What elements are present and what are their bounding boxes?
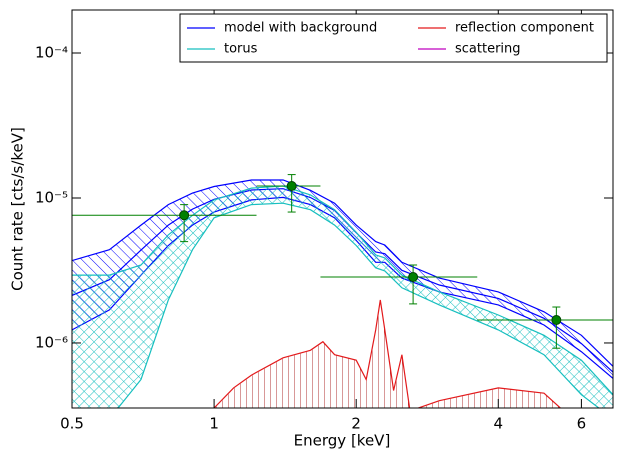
legend-label: reflection component (455, 21, 594, 36)
x-tick-label: 1 (209, 415, 219, 433)
area-fill (214, 300, 564, 408)
data-point (179, 210, 190, 221)
x-tick-label: 6 (577, 415, 587, 433)
band-fill (72, 186, 613, 408)
x-axis-title: Energy [keV] (294, 432, 391, 450)
legend-box (179, 13, 608, 63)
x-tick-label: 4 (494, 415, 504, 433)
y-tick-label: 10⁻⁵ (35, 188, 68, 206)
line (213, 299, 562, 408)
band-edge (72, 179, 613, 367)
y-tick-label: 10⁻⁴ (35, 44, 68, 62)
data-point (286, 180, 297, 191)
data-point (408, 272, 419, 283)
legend: model with background torus reflection com… (179, 13, 608, 63)
legend-label: torus (224, 42, 258, 57)
band-edge (72, 185, 613, 396)
plot-area (72, 174, 613, 408)
axes: 0.5 1 2 4 6 10⁻⁶ 10⁻⁵ 10⁻⁴ (35, 10, 613, 433)
data-point (551, 315, 562, 326)
legend-label: model with background (224, 21, 377, 36)
legend-label: scattering (455, 42, 521, 57)
x-tick-label: 2 (351, 415, 361, 433)
y-tick-label: 10⁻⁶ (35, 333, 68, 351)
y-axis-title: Count rate [cts/s/keV] (9, 127, 27, 291)
x-tick-label: 0.5 (60, 415, 84, 433)
band-edge (117, 202, 600, 408)
plot-frame (71, 9, 614, 409)
